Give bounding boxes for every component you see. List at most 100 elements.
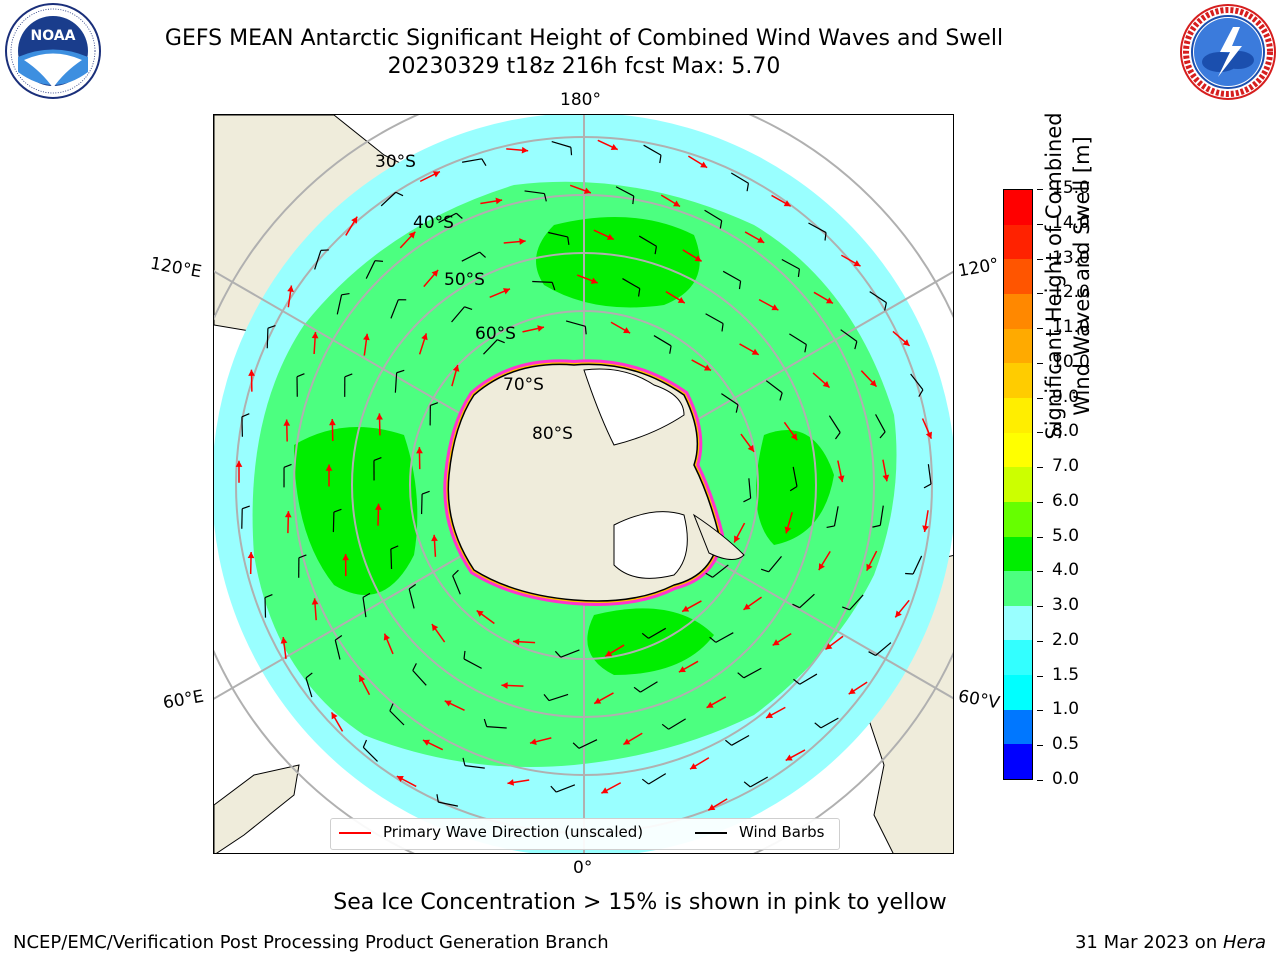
wind-barb-flag — [705, 572, 713, 578]
wind-barb-flag — [479, 251, 486, 258]
wave-arrow-head — [408, 231, 416, 239]
wind-barb-flag — [483, 718, 488, 727]
wave-arrow-head — [825, 643, 833, 650]
vector-field — [235, 139, 933, 811]
wave-arrow-head — [248, 369, 255, 376]
wave-arrow-head — [521, 146, 529, 154]
wave-arrow-head — [694, 255, 702, 262]
colorbar-tick-label: 4.0 — [1052, 560, 1080, 581]
wind-barb-flag — [412, 663, 417, 671]
wind-barb-flag — [242, 505, 250, 510]
wind-barb-flag — [632, 196, 635, 205]
legend-wave-label: Primary Wave Direction (unscaled) — [383, 823, 644, 841]
footer-branch: NCEP/EMC/Verification Post Processing Pr… — [13, 932, 609, 953]
wave-arrow-head — [678, 666, 686, 673]
wave-arrow-head — [783, 200, 791, 207]
antarctica — [443, 359, 745, 606]
wind-barb — [365, 260, 376, 279]
wind-barb — [638, 235, 657, 247]
wind-barb-flag — [341, 292, 350, 296]
wind-barb-flag — [725, 739, 732, 746]
wind-barb-flag — [918, 389, 924, 397]
wave-arrow-head — [431, 269, 439, 277]
wind-barb — [548, 231, 568, 238]
wave-arrow-head — [311, 598, 319, 605]
wind-barb — [721, 393, 739, 406]
colorbar-tick-label: 0.0 — [1052, 769, 1080, 789]
wind-barb — [486, 726, 507, 729]
wave-arrow-head — [673, 200, 681, 207]
wave-arrow-head — [837, 475, 845, 483]
wave-arrow-head — [757, 236, 765, 243]
legend-wave-swatch — [339, 832, 371, 834]
wind-barb — [565, 320, 586, 327]
wind-barb — [389, 710, 405, 726]
wind-barb-flag — [654, 246, 658, 255]
wind-barb — [808, 222, 827, 234]
wind-barb — [789, 333, 807, 345]
weddell-ice-shelf — [613, 511, 688, 579]
lat-label-30s: 30°S — [375, 152, 416, 172]
wind-barb — [879, 505, 884, 526]
wind-barb — [820, 717, 839, 729]
wind-barb-flag — [633, 686, 641, 693]
wave-arrow-head — [922, 525, 929, 533]
wave-arrow-head — [601, 787, 609, 794]
colorbar-tick — [1037, 432, 1043, 434]
wind-barb-flag — [390, 545, 399, 550]
wind-barb — [799, 673, 818, 685]
wave-arrow-head — [529, 738, 537, 745]
wind-barb-flag — [374, 260, 384, 262]
wind-barb-flag — [719, 220, 723, 229]
wind-barb — [648, 773, 667, 785]
wind-barb — [927, 464, 932, 485]
wind-barb — [712, 564, 729, 578]
wind-barb-flag — [362, 592, 371, 598]
wind-barb-flag — [436, 794, 439, 803]
wind-barb — [390, 549, 393, 570]
lon-label-60e: 60°E — [161, 686, 206, 714]
wind-barb-flag — [572, 742, 580, 749]
colorbar-tick — [1037, 397, 1043, 399]
wind-barb-flag — [779, 392, 783, 401]
wind-barb-flag — [333, 508, 342, 513]
wave-arrow-head — [623, 738, 631, 745]
colorbar-segment — [1004, 190, 1032, 225]
colorbar-segment — [1004, 328, 1032, 364]
wind-barb — [668, 718, 686, 730]
lon-label-0: 0° — [573, 858, 593, 878]
colorbar-tick — [1037, 293, 1043, 295]
wave-arrow-head — [822, 380, 830, 388]
colorbar-title-line2: Wind Waves and Swell [m] — [1070, 136, 1094, 416]
colorbar-segment — [1004, 640, 1032, 676]
wind-barb-flag — [463, 650, 466, 659]
colorbar-segment — [1004, 259, 1032, 295]
wind-barb — [555, 784, 576, 793]
wave-arrow-head — [751, 348, 759, 355]
wind-barb-flag — [344, 373, 353, 378]
antarctic-peninsula — [692, 513, 745, 560]
wind-barb — [438, 801, 459, 807]
wind-barb-flag — [241, 413, 250, 418]
map-legend: Primary Wave Direction (unscaled) Wind B… — [330, 818, 840, 850]
sea-ice-caption: Sea Ice Concentration > 15% is shown in … — [333, 890, 947, 915]
wind-barb — [912, 555, 923, 575]
wave-arrow-head — [700, 161, 708, 168]
wind-barb — [704, 209, 723, 222]
colorbar-tick — [1037, 189, 1043, 190]
wave-arrow-head — [747, 444, 755, 452]
wind-barb-flag — [430, 402, 439, 407]
wind-barb-flag — [334, 635, 343, 641]
wind-barb-flag — [879, 431, 886, 439]
noaa-logo: NOAA — [5, 3, 101, 99]
wind-barb-flag — [669, 345, 672, 354]
wind-barb-flag — [738, 281, 742, 290]
wind-barb-flag — [735, 404, 739, 413]
colorbar-tick-label: 8.0 — [1052, 421, 1080, 442]
colorbar-tick-label: 3.0 — [1052, 595, 1080, 616]
wind-barb — [394, 372, 398, 393]
wind-barb — [833, 506, 839, 527]
lat-label-50s: 50°S — [444, 270, 485, 290]
wind-barb-flag — [396, 369, 405, 374]
wave-arrow-head — [431, 534, 438, 542]
